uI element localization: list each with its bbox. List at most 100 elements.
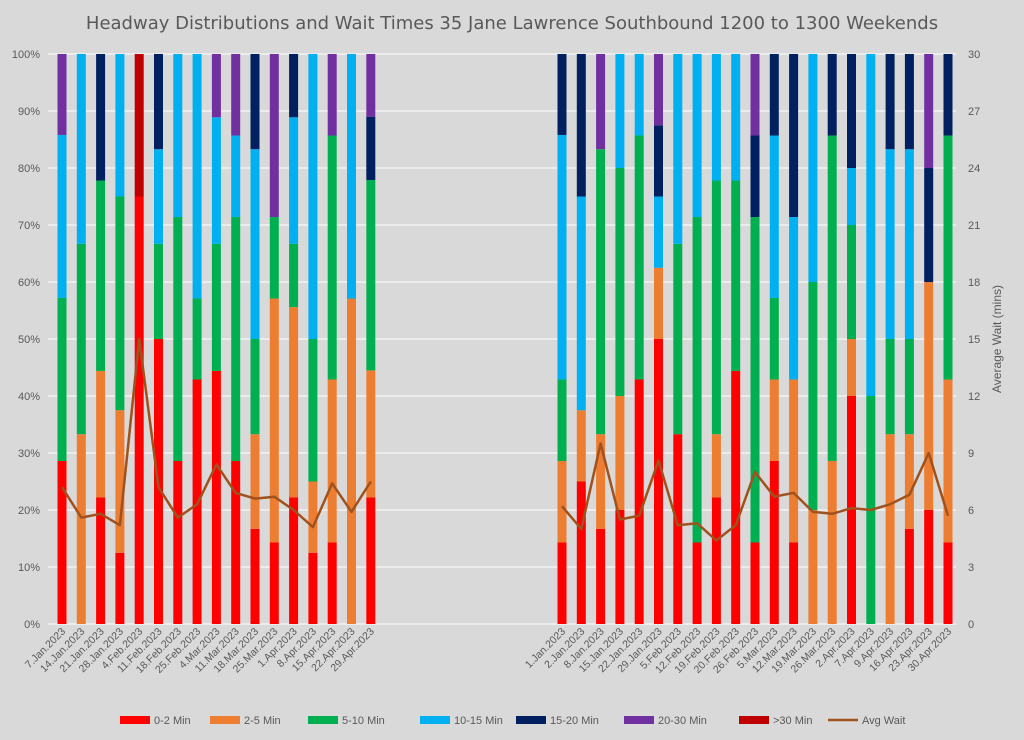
bar-segment [134, 54, 144, 197]
bar-segment [96, 497, 106, 624]
bar-segment [327, 54, 337, 136]
bar-segment [347, 54, 356, 299]
bar-segment [576, 54, 586, 197]
legend-swatch [624, 716, 654, 724]
y-right-tick-label: 0 [968, 619, 974, 631]
bar-segment [115, 410, 125, 553]
bar-segment [808, 282, 818, 510]
y-left-tick-label: 50% [18, 334, 40, 346]
bar-segment [134, 196, 144, 624]
y-left-tick-label: 40% [18, 391, 40, 403]
y-right-tick-label: 24 [968, 163, 980, 175]
bar-segment [943, 54, 953, 136]
bar-segment [654, 267, 663, 339]
y-left-tick-label: 10% [18, 562, 40, 574]
y-right-tick-label: 18 [968, 277, 980, 289]
bar-segment [924, 168, 934, 282]
avg-wait-lines [60, 337, 950, 542]
bar-segment [557, 542, 567, 624]
bar-segment [924, 282, 934, 510]
bar-segment [615, 510, 625, 624]
bar-segment [847, 339, 856, 396]
bar-segment [76, 434, 86, 624]
bar-segment [904, 54, 914, 150]
bar-segment [750, 542, 760, 624]
x-axis-ticks: 7.Jan.202314.Jan.202321.Jan.202328.Jan.2… [23, 626, 954, 676]
bar-segment [557, 460, 567, 543]
bar-segment [211, 370, 221, 624]
bar-segment [173, 54, 183, 218]
bar-segment [576, 196, 586, 411]
bar-segment [289, 117, 299, 244]
y-right-tick-label: 3 [968, 562, 974, 574]
bar-segment [769, 135, 779, 298]
bar-segment [347, 298, 356, 624]
y-left-tick-label: 80% [18, 163, 40, 175]
bar-segment [789, 542, 799, 624]
bar-segment [57, 297, 67, 461]
bar-segment [596, 434, 606, 529]
bar-segment [308, 339, 318, 482]
legend-label: >30 Min [773, 715, 812, 727]
bar-segment [269, 542, 279, 624]
y-right-tick-label: 9 [968, 448, 974, 460]
bar-segment [115, 552, 125, 624]
bar-segment [654, 125, 663, 197]
legend-swatch [120, 716, 150, 724]
bar-segment [96, 54, 106, 181]
avg-wait-line [561, 442, 950, 542]
bar-segment [250, 339, 260, 435]
bar-segment [654, 54, 663, 126]
bar-segment [769, 297, 779, 380]
bar-segment [827, 54, 837, 136]
bar-segment [808, 54, 818, 282]
y-left-tick-label: 20% [18, 505, 40, 517]
y-right-tick-label: 21 [968, 220, 980, 232]
bar-segment [711, 434, 721, 498]
bar-segment [654, 339, 663, 624]
legend-label: Avg Wait [862, 715, 905, 727]
y-right-tick-label: 15 [968, 334, 980, 346]
bar-segment [634, 135, 644, 380]
bar-segment [827, 135, 837, 461]
bar-segment [750, 135, 760, 218]
bar-segment [808, 510, 818, 624]
bar-segment [250, 149, 260, 339]
bar-segment [576, 481, 586, 624]
bar-segment [269, 217, 279, 299]
bar-segment [173, 460, 183, 624]
bar-segment [231, 217, 241, 461]
legend-swatch [210, 716, 240, 724]
legend-label: 10-15 Min [454, 715, 503, 727]
bar-segment [731, 180, 741, 371]
bar-segment [231, 54, 241, 136]
bar-segment [943, 379, 953, 543]
bar-segment [634, 379, 644, 624]
legend-label: 5-10 Min [342, 715, 385, 727]
bar-segment [231, 460, 241, 624]
left-axis-ticks: 0% 10% 20% 30% 40% 50% 60% 70% 80% 90% 100% [12, 49, 40, 631]
bar-segment [327, 542, 337, 624]
bar-segment [673, 54, 683, 244]
bar-segment [57, 134, 67, 298]
bar-segment [154, 149, 163, 244]
bar-segment [904, 528, 914, 624]
bar-segment [96, 370, 106, 498]
bar-segment [308, 481, 318, 553]
bar-segment [827, 460, 837, 624]
bar-segment [615, 168, 625, 396]
y-left-tick-label: 90% [18, 106, 40, 118]
bar-segment [366, 116, 376, 180]
bar-segment [750, 54, 760, 136]
bar-segment [192, 54, 202, 299]
legend-label: 2-5 Min [244, 715, 281, 727]
bar-segment [692, 217, 702, 543]
bar-segment [557, 379, 567, 461]
bar-segment [789, 379, 799, 543]
bar-segment [904, 149, 914, 339]
legend-label: 0-2 Min [154, 715, 191, 727]
bar-segment [769, 54, 779, 136]
bar-segment [289, 307, 299, 498]
bar-segment [885, 54, 895, 150]
bar-segment [904, 434, 914, 529]
